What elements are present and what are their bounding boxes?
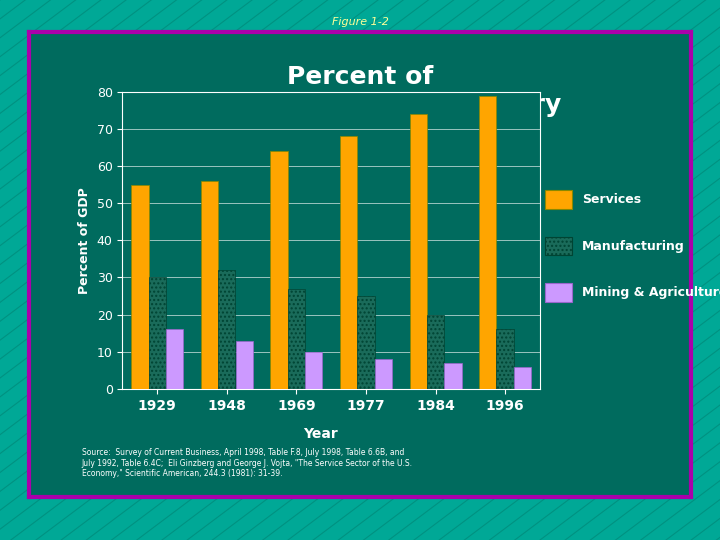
Bar bbox=[357, 296, 374, 389]
Bar bbox=[374, 359, 392, 389]
Text: Services: Services bbox=[582, 193, 641, 206]
Bar bbox=[148, 278, 166, 389]
Text: Mining & Agriculture: Mining & Agriculture bbox=[582, 286, 720, 299]
FancyBboxPatch shape bbox=[546, 237, 572, 255]
Y-axis label: Percent of GDP: Percent of GDP bbox=[78, 187, 91, 294]
Bar bbox=[235, 341, 253, 389]
Bar bbox=[340, 136, 357, 389]
Bar bbox=[270, 151, 288, 389]
Bar bbox=[410, 114, 427, 389]
Text: Source:  Survey of Current Business, April 1998, Table F.8, July 1998, Table 6.6: Source: Survey of Current Business, Apri… bbox=[82, 448, 413, 478]
Text: Figure 1-2: Figure 1-2 bbox=[332, 17, 388, 28]
Bar bbox=[288, 288, 305, 389]
Bar bbox=[305, 352, 323, 389]
Bar bbox=[131, 185, 148, 389]
Bar bbox=[444, 363, 462, 389]
Bar bbox=[497, 329, 514, 389]
Bar bbox=[514, 367, 531, 389]
Bar bbox=[479, 96, 497, 389]
Bar bbox=[201, 181, 218, 389]
Bar bbox=[166, 329, 184, 389]
Bar bbox=[218, 270, 235, 389]
Bar bbox=[427, 314, 444, 389]
Text: Percent of
U.S. Labor Force by Industry: Percent of U.S. Labor Force by Industry bbox=[159, 65, 561, 117]
FancyBboxPatch shape bbox=[546, 190, 572, 209]
Text: Year: Year bbox=[303, 427, 338, 441]
Text: Manufacturing: Manufacturing bbox=[582, 240, 685, 253]
FancyBboxPatch shape bbox=[546, 283, 572, 302]
